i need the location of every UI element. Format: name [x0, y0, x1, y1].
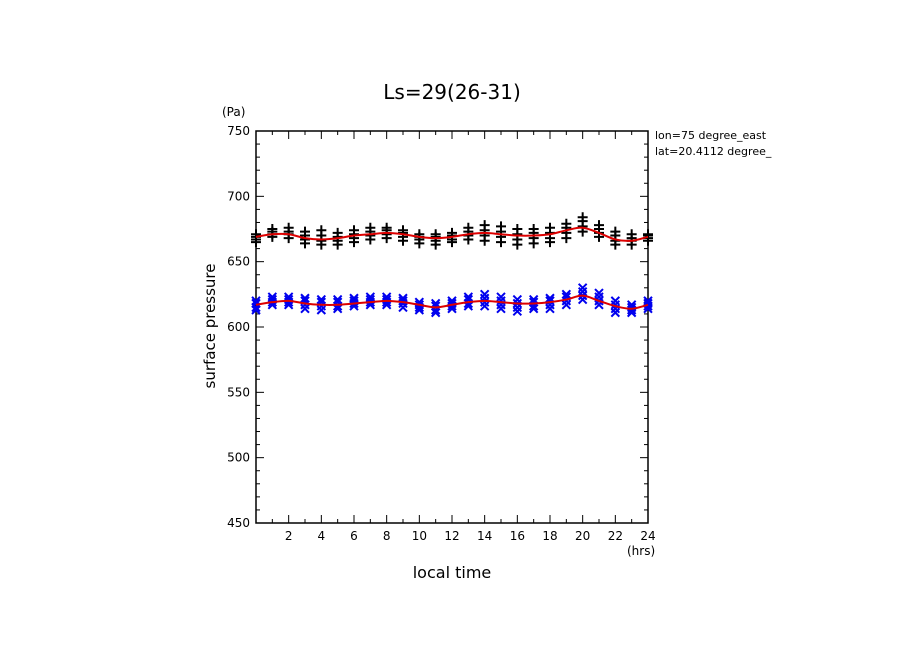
plus-marker [283, 222, 294, 233]
plus-marker [381, 222, 392, 233]
x-tick-label: 8 [383, 529, 391, 543]
x-tick-label: 24 [640, 529, 655, 543]
chart-title: Ls=29(26-31) [383, 80, 521, 104]
x-tick-label: 2 [285, 529, 293, 543]
x-marker [381, 292, 392, 302]
x-marker [512, 294, 523, 305]
x-marker [610, 296, 621, 306]
x-marker [349, 293, 359, 303]
y-tick-label: 550 [227, 385, 250, 399]
plus-marker [577, 212, 588, 223]
x-tick-label: 14 [477, 529, 492, 543]
plus-marker [365, 222, 376, 233]
x-tick-label: 16 [510, 529, 525, 543]
x-marker [594, 288, 604, 298]
x-tick-label: 10 [412, 529, 427, 543]
annotation-line-1: lon=75 degree_east [655, 129, 767, 142]
x-axis-label: local time [413, 563, 492, 582]
x-marker [316, 294, 327, 305]
plus-marker [496, 221, 506, 232]
x-marker [643, 296, 653, 306]
x-marker [381, 294, 392, 305]
plus-marker [251, 229, 261, 240]
x-marker [267, 292, 278, 302]
x-marker [430, 301, 441, 311]
x-marker [496, 292, 506, 302]
plus-marker [528, 224, 539, 234]
x-marker [430, 298, 441, 309]
x-marker [283, 292, 294, 302]
y-tick-label: 700 [227, 189, 250, 203]
plus-marker [479, 220, 490, 231]
x-marker [463, 292, 474, 302]
plus-marker [626, 229, 637, 240]
x-marker [332, 294, 343, 305]
x-marker [528, 294, 539, 305]
plus-marker [545, 222, 555, 233]
plus-marker [463, 222, 474, 233]
x-marker [479, 289, 490, 300]
y-unit-label: (Pa) [222, 105, 245, 119]
plus-marker [316, 225, 327, 236]
y-tick-label: 650 [227, 255, 250, 269]
plus-marker [512, 224, 523, 234]
x-tick-label: 18 [542, 529, 557, 543]
x-marker [626, 302, 637, 313]
x-tick-label: 4 [318, 529, 326, 543]
x-marker [251, 298, 261, 309]
x-marker [283, 294, 294, 305]
plus-marker [332, 227, 343, 238]
y-tick-label: 450 [227, 516, 250, 530]
plus-marker [610, 226, 621, 237]
x-marker [545, 296, 555, 306]
x-marker [561, 289, 572, 300]
annotation-line-2: lat=20.4112 degree_ [655, 145, 772, 158]
y-tick-label: 600 [227, 320, 250, 334]
x-marker [528, 297, 539, 307]
plus-marker [594, 220, 604, 231]
x-tick-label: 20 [575, 529, 590, 543]
y-tick-label: 500 [227, 451, 250, 465]
plus-marker [349, 225, 359, 236]
y-axis-label: surface pressure [201, 264, 219, 389]
x-tick-label: 6 [350, 529, 358, 543]
plus-marker [267, 224, 278, 234]
x-tick-label: 12 [444, 529, 459, 543]
plot-area: 2 4 6 8 10 12 14 16 18 20 22 2445050055060065070075… [227, 124, 656, 543]
x-tick-label: 22 [608, 529, 623, 543]
plus-marker [561, 218, 572, 229]
fit-curve [255, 294, 649, 310]
fit-curve [255, 226, 649, 242]
x-marker [300, 293, 310, 303]
x-unit-label: (hrs) [627, 544, 655, 558]
plus-marker [300, 226, 310, 237]
x-marker [577, 283, 588, 293]
x-marker [365, 292, 376, 302]
plot-frame [255, 130, 649, 524]
y-tick-label: 750 [227, 124, 250, 138]
